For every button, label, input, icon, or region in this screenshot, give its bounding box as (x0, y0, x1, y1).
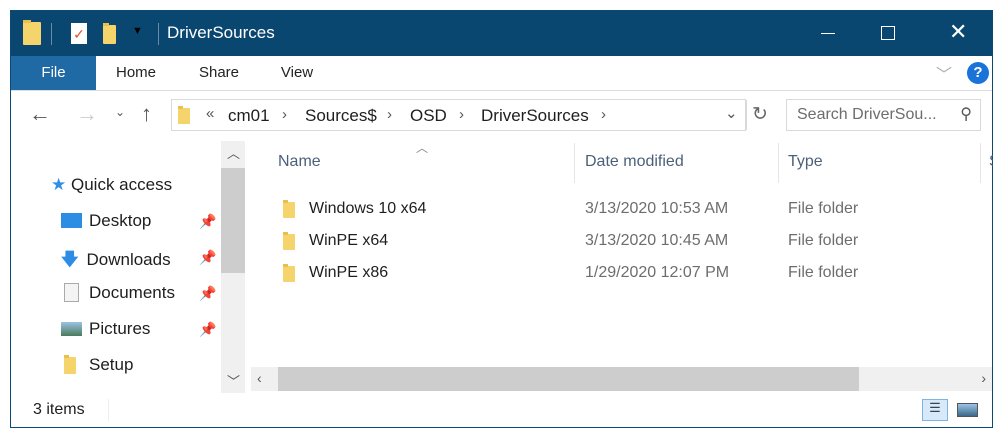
file-row[interactable]: WinPE x64 3/13/2020 10:45 AM File folder (249, 227, 974, 257)
sidebar-item-quick-access[interactable]: ★ Quick access (51, 175, 173, 194)
pin-icon: 📌 (199, 321, 217, 337)
window-title: DriverSources (167, 23, 275, 42)
large-icons-view-button[interactable] (957, 403, 978, 417)
column-header-type[interactable]: Type (788, 153, 823, 170)
folder-icon (178, 106, 190, 124)
tab-file[interactable]: File (11, 56, 96, 90)
navigation-bar: ← → ⌄ ↑ « cm01 › Sources$ › OSD › Driver… (11, 91, 992, 141)
back-button[interactable]: ← (29, 101, 51, 126)
tab-home[interactable]: Home (115, 64, 156, 81)
sidebar-item-downloads[interactable]: 🡇 Downloads (61, 250, 171, 269)
pictures-icon (61, 322, 82, 336)
address-bar[interactable]: « cm01 › Sources$ › OSD › DriverSources … (171, 99, 768, 131)
horizontal-scrollbar[interactable]: ‹ › (251, 367, 992, 391)
breadcrumb-item[interactable]: cm01 (228, 106, 270, 125)
pin-icon: 📌 (199, 285, 217, 301)
new-folder-icon[interactable] (103, 23, 116, 44)
desktop-icon (61, 213, 82, 228)
tab-share[interactable]: Share (198, 64, 240, 81)
folder-icon (283, 232, 295, 250)
address-dropdown-icon[interactable]: ⌄ (725, 105, 738, 122)
folder-icon (283, 264, 295, 282)
sort-ascending-icon: ︿ (416, 141, 429, 155)
expand-ribbon-icon[interactable]: ﹀ (936, 67, 953, 84)
folder-icon (64, 355, 76, 374)
sidebar-item-documents[interactable]: Documents (61, 283, 175, 303)
close-button[interactable]: ✕ (949, 19, 968, 44)
search-icon: ⚲ (960, 106, 972, 123)
explorer-window: ✓ ▼ DriverSources ✕ File Home Share View… (10, 10, 993, 428)
scrollbar-thumb[interactable] (278, 367, 859, 391)
breadcrumb-item[interactable]: OSD (410, 106, 447, 125)
scrollbar-thumb[interactable] (221, 168, 245, 273)
breadcrumb-item[interactable]: DriverSources (481, 106, 589, 125)
refresh-icon[interactable]: ↻ (752, 104, 768, 125)
file-row[interactable]: WinPE x86 1/29/2020 12:07 PM File folder (249, 259, 974, 289)
forward-button[interactable]: → (76, 101, 98, 126)
ribbon: File Home Share View ﹀ ? (11, 56, 992, 91)
search-input[interactable]: Search DriverSou... ⚲ (786, 99, 981, 131)
column-header-date[interactable]: Date modified (585, 153, 684, 170)
status-item-count: 3 items (33, 401, 85, 418)
up-button[interactable]: ↑ (141, 101, 152, 126)
pin-icon: 📌 (199, 249, 217, 265)
downloads-icon: 🡇 (61, 250, 79, 269)
column-header-size[interactable]: S (989, 153, 993, 171)
minimize-button[interactable] (821, 33, 835, 34)
help-icon[interactable]: ? (967, 62, 989, 84)
details-view-button[interactable]: ☰ (922, 399, 948, 421)
breadcrumb-item[interactable]: Sources$ (305, 106, 377, 125)
tab-view[interactable]: View (280, 64, 314, 81)
documents-icon (64, 283, 79, 302)
file-row[interactable]: Windows 10 x64 3/13/2020 10:53 AM File fol… (249, 195, 974, 225)
vertical-scrollbar[interactable]: ︿ ﹀ (221, 141, 245, 393)
sidebar-item-desktop[interactable]: Desktop (61, 211, 151, 231)
maximize-button[interactable] (881, 26, 895, 40)
navigation-pane: ★ Quick access Desktop 🡇 Downloads Docume… (11, 141, 246, 393)
overflow-chevron[interactable]: « (206, 105, 215, 122)
sidebar-item-pictures[interactable]: Pictures (61, 319, 150, 339)
sidebar-item-setup[interactable]: Setup (61, 355, 133, 375)
properties-icon[interactable]: ✓ (71, 23, 87, 44)
folder-icon (283, 200, 295, 218)
pin-icon: 📌 (199, 213, 217, 229)
folder-icon (23, 20, 41, 45)
recent-locations-icon[interactable]: ⌄ (115, 105, 126, 119)
title-bar: ✓ ▼ DriverSources ✕ (11, 11, 992, 56)
customize-toolbar-icon[interactable]: ▼ (132, 25, 143, 37)
column-header-name[interactable]: Name (278, 153, 321, 170)
